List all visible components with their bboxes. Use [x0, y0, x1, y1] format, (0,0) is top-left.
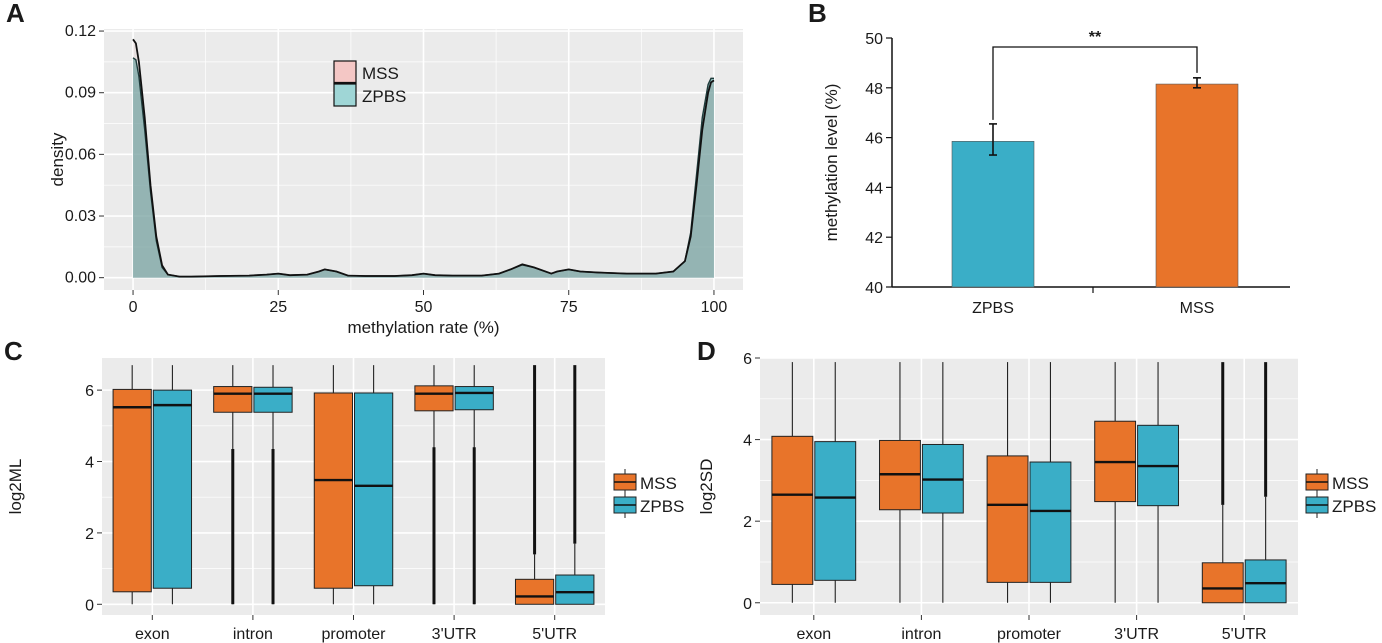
box-mss — [1201, 562, 1244, 604]
panel-label: C — [4, 336, 23, 366]
panel-label: D — [697, 336, 716, 366]
legend-label: MSS — [362, 64, 399, 83]
x-axis-title: methylation rate (%) — [347, 318, 499, 337]
legend-key-mss — [333, 60, 357, 84]
x-tick-label: promoter — [321, 626, 386, 643]
x-tick-label: intron — [233, 626, 273, 643]
significance-bracket — [992, 46, 1198, 120]
x-tick-label: 3'UTR — [432, 626, 477, 643]
x-tick-label: 5'UTR — [1222, 626, 1267, 643]
y-tick-label: 0 — [743, 596, 752, 613]
panel-label: A — [6, 0, 25, 28]
legend-label: MSS — [640, 474, 677, 493]
panel-a-density-plot: A 0.00 0.03 0.06 0.09 0.12 0 25 50 75 100 methylati… — [6, 0, 743, 337]
y-tick-label: 0 — [85, 597, 94, 614]
legend-key-zpbs — [333, 83, 357, 107]
box-zpbs — [1244, 559, 1287, 604]
box-mss — [213, 386, 253, 413]
x-tick-label: MSS — [1180, 300, 1215, 317]
y-tick-label: 0.06 — [65, 146, 96, 163]
legend-label: MSS — [1332, 474, 1369, 493]
panel-label: B — [808, 0, 827, 28]
box-zpbs — [454, 386, 494, 411]
x-tick-label: 3'UTR — [1114, 626, 1159, 643]
y-tick-label: 46 — [865, 131, 883, 148]
y-tick-label: 0.03 — [65, 208, 96, 225]
x-tick-label: exon — [796, 626, 831, 643]
y-axis-title: log2SD — [697, 459, 716, 515]
y-tick-label: 40 — [865, 280, 883, 297]
legend-label: ZPBS — [640, 497, 684, 516]
y-tick-label: 48 — [865, 81, 883, 98]
box-zpbs — [1029, 461, 1072, 583]
bar-zpbs — [951, 141, 1035, 288]
y-tick-label: 0.00 — [65, 270, 96, 287]
panel-d-boxplot: D 0 2 4 6 exon intron promoter 3'UTR 5'UTR log2SD M… — [697, 336, 1376, 643]
box-mss — [414, 385, 454, 412]
x-tick-label: exon — [135, 626, 170, 643]
box-mss — [986, 455, 1029, 583]
box-zpbs — [152, 389, 193, 589]
y-tick-label: 42 — [865, 230, 883, 247]
x-tick-label: 0 — [129, 299, 138, 316]
x-tick-label: 5'UTR — [532, 626, 577, 643]
box-zpbs — [555, 574, 595, 605]
y-tick-label: 4 — [85, 455, 94, 472]
legend-label: ZPBS — [362, 87, 406, 106]
y-tick-label: 4 — [743, 433, 752, 450]
panel-c-boxplot: C 0 2 4 6 exon intron promoter 3'UTR 5'UTR log2ML M… — [4, 336, 684, 643]
y-tick-label: 6 — [85, 383, 94, 400]
x-tick-label: 75 — [560, 299, 578, 316]
box-mss — [313, 392, 354, 589]
box-mss — [771, 435, 814, 585]
bar-mss — [1155, 83, 1239, 288]
y-tick-label: 50 — [865, 31, 883, 48]
y-tick-label: 0.12 — [65, 23, 96, 40]
box-mss — [514, 578, 555, 605]
y-axis-title: log2ML — [6, 459, 25, 515]
x-tick-label: 50 — [415, 299, 433, 316]
mss-density-line — [132, 38, 715, 278]
x-tick-label: 100 — [701, 299, 728, 316]
box-zpbs — [253, 386, 293, 413]
x-tick-label: ZPBS — [972, 300, 1014, 317]
panel-b-bar-chart: B 40 42 44 46 48 50 ZPBS MSS ** methylation level … — [808, 0, 1290, 317]
box-zpbs — [354, 392, 394, 587]
y-tick-label: 2 — [85, 526, 94, 543]
y-tick-label: 6 — [743, 351, 752, 368]
y-tick-label: 0.09 — [65, 85, 96, 102]
legend-label: ZPBS — [1332, 497, 1376, 516]
y-tick-label: 44 — [865, 180, 883, 197]
box-zpbs — [814, 441, 857, 581]
y-tick-label: 2 — [743, 514, 752, 531]
y-axis-title: density — [48, 132, 67, 186]
significance-label: ** — [1089, 29, 1102, 46]
box-mss — [112, 388, 152, 593]
x-tick-label: promoter — [997, 626, 1062, 643]
x-tick-label: 25 — [269, 299, 287, 316]
y-axis-title: methylation level (%) — [822, 84, 841, 242]
x-tick-label: intron — [901, 626, 941, 643]
